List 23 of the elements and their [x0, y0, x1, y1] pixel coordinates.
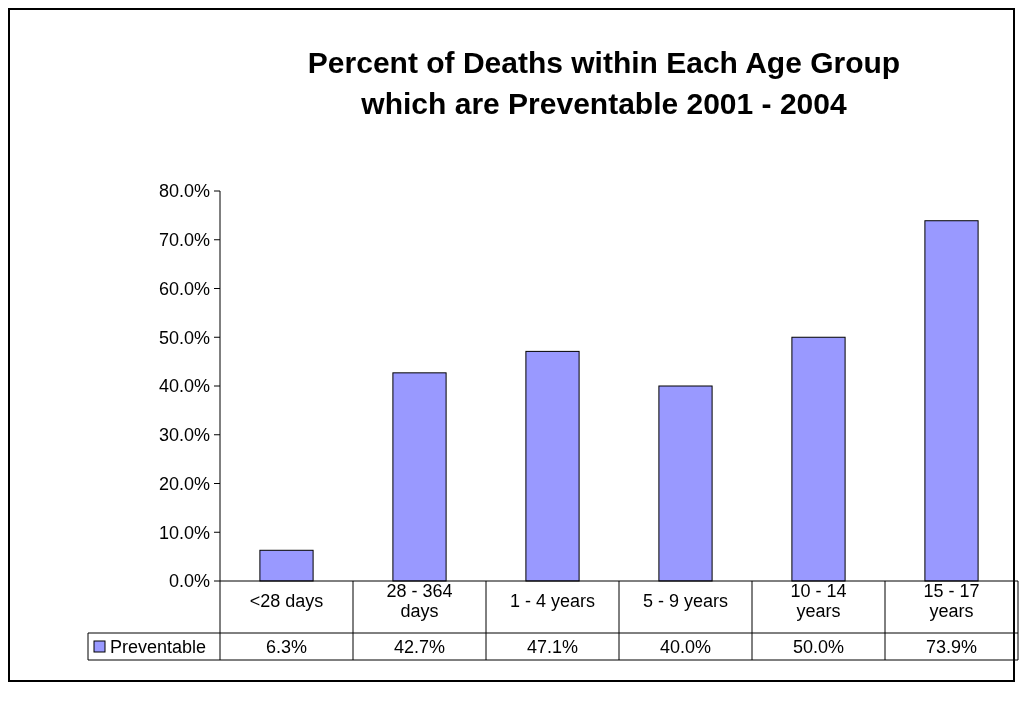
legend-label: Preventable	[110, 637, 207, 658]
data-label: 40.0%	[659, 637, 712, 658]
data-label: 73.9%	[925, 637, 978, 658]
x-tick-label: 15 - 17 years	[923, 581, 980, 621]
x-tick-label: 28 - 364 days	[386, 581, 453, 621]
data-label: 6.3%	[265, 637, 308, 658]
x-tick-label: 5 - 9 years	[642, 591, 729, 611]
y-tick-label: 10.0%	[158, 522, 210, 543]
x-tick-label: 10 - 14 years	[790, 581, 847, 621]
y-tick-label: 30.0%	[158, 425, 210, 446]
y-tick-label: 0.0%	[168, 571, 210, 592]
y-tick-label: 60.0%	[158, 278, 210, 299]
data-label: 47.1%	[526, 637, 579, 658]
y-tick-label: 50.0%	[158, 327, 210, 348]
data-label: 50.0%	[792, 637, 845, 658]
y-tick-label: 80.0%	[158, 181, 210, 202]
chart-title: Percent of Deaths within Each Age Group which are Preventable 2001 - 2004	[307, 46, 901, 120]
y-tick-label: 70.0%	[158, 230, 210, 251]
y-tick-label: 40.0%	[158, 376, 210, 397]
x-tick-label: 1 - 4 years	[509, 591, 596, 611]
data-label: 42.7%	[393, 637, 446, 658]
y-tick-label: 20.0%	[158, 473, 210, 494]
x-tick-label: <28 days	[249, 591, 324, 611]
